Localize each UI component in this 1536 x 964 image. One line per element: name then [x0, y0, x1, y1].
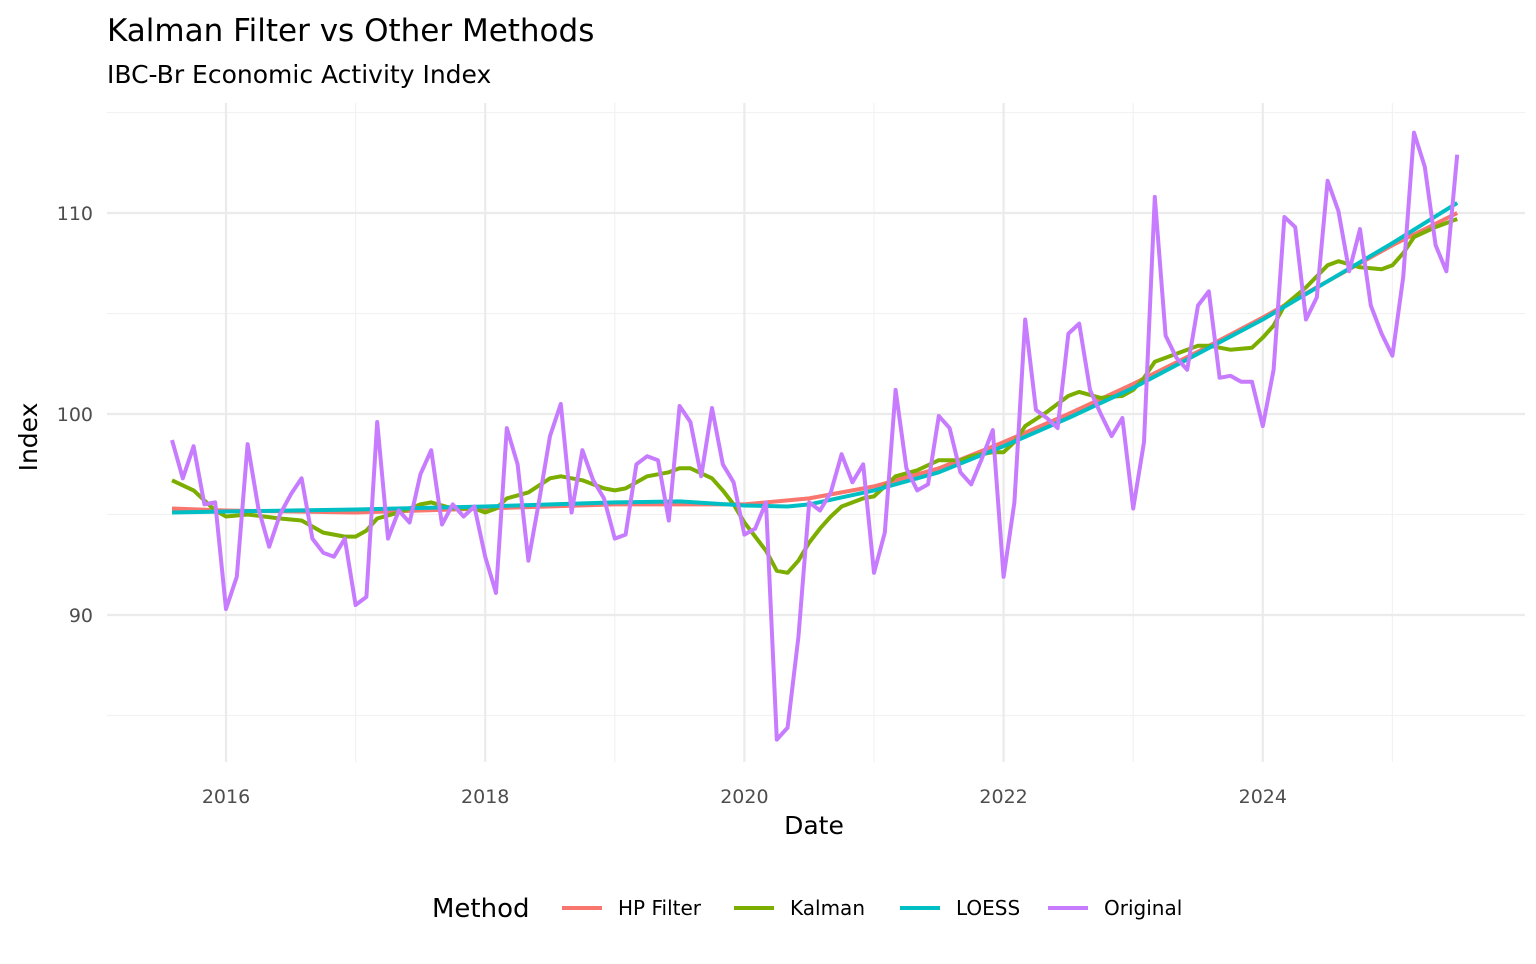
legend-label-hp-filter: HP Filter [618, 896, 702, 920]
legend: Method HP Filter Kalman LOESS Original [432, 894, 1182, 924]
x-tick-label: 2020 [720, 786, 768, 808]
x-tick-label: 2022 [979, 786, 1027, 808]
grid [107, 103, 1525, 762]
x-tick-label: 2024 [1239, 786, 1287, 808]
x-tick-label: 2018 [461, 786, 509, 808]
legend-label-loess: LOESS [956, 896, 1020, 920]
legend-label-kalman: Kalman [790, 896, 865, 920]
y-axis-title: Index [14, 403, 43, 472]
y-tick-label: 110 [57, 203, 93, 225]
series-line-kalman [171, 217, 1458, 575]
chart-subtitle: IBC-Br Economic Activity Index [107, 60, 491, 89]
x-axis-ticks: 2016 2018 2020 2022 2024 [202, 786, 1287, 808]
y-tick-label: 90 [69, 605, 93, 627]
series-line-original [170, 130, 1460, 742]
chart-title: Kalman Filter vs Other Methods [107, 13, 594, 49]
legend-label-original: Original [1104, 896, 1182, 920]
y-axis-ticks: 90 100 110 [57, 203, 93, 627]
series-line-loess [171, 201, 1459, 515]
series-line-hp-filter [171, 211, 1459, 515]
y-tick-label: 100 [57, 404, 93, 426]
series-lines [170, 130, 1460, 742]
legend-title: Method [432, 894, 530, 924]
x-tick-label: 2016 [202, 786, 250, 808]
x-axis-title: Date [784, 811, 844, 840]
